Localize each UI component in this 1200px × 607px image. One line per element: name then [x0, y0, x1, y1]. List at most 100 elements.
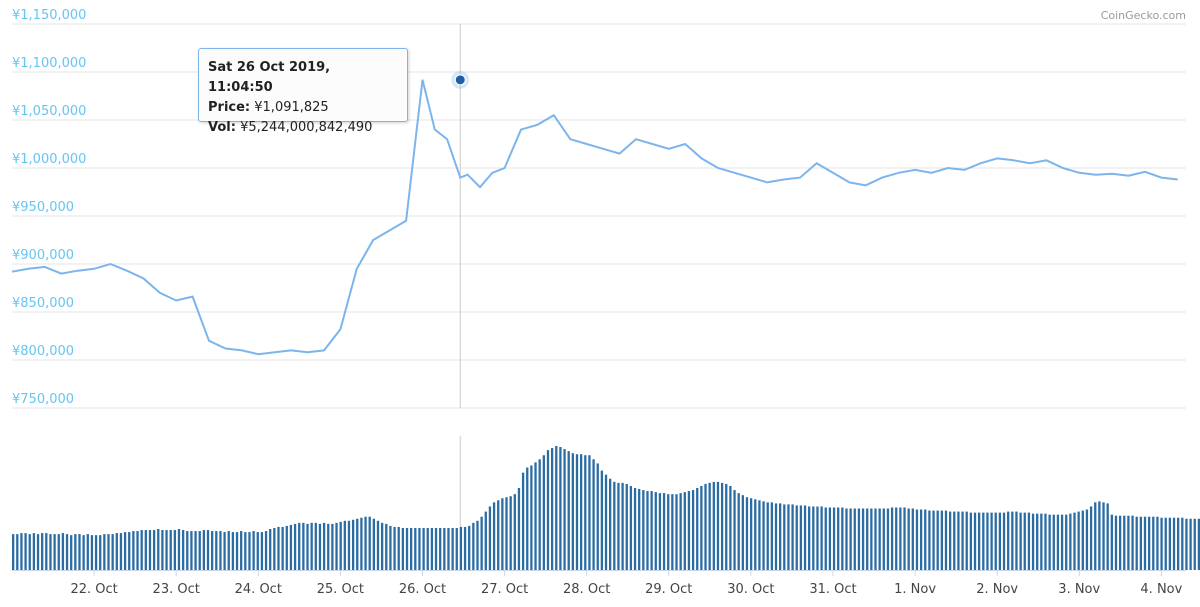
volume-bar[interactable] [410, 527, 413, 570]
volume-bar[interactable] [1048, 514, 1051, 570]
volume-bar[interactable] [1127, 515, 1130, 570]
volume-bar[interactable] [211, 531, 214, 570]
volume-bar[interactable] [310, 522, 313, 570]
volume-bar[interactable] [16, 534, 19, 570]
volume-bar[interactable] [1131, 515, 1134, 570]
volume-bar[interactable] [223, 532, 226, 570]
volume-bar[interactable] [347, 520, 351, 570]
volume-bar[interactable] [754, 499, 757, 570]
volume-bar[interactable] [1197, 518, 1200, 570]
volume-bar[interactable] [1110, 514, 1113, 570]
volume-bar[interactable] [57, 534, 60, 570]
volume-bar[interactable] [1094, 502, 1097, 570]
volume-bar[interactable] [219, 531, 222, 570]
volume-bar[interactable] [1102, 502, 1105, 570]
volume-bar[interactable] [107, 534, 110, 570]
volume-bar[interactable] [575, 454, 579, 570]
volume-bar[interactable] [459, 526, 463, 570]
volume-bar[interactable] [1052, 514, 1055, 570]
volume-bar[interactable] [654, 492, 657, 570]
volume-bar[interactable] [948, 511, 952, 570]
volume-bar[interactable] [1036, 513, 1039, 570]
volume-bar[interactable] [687, 491, 691, 570]
volume-bar[interactable] [1077, 511, 1080, 570]
volume-bar[interactable] [1065, 514, 1068, 570]
volume-bar[interactable] [480, 516, 483, 570]
volume-bar[interactable] [521, 472, 525, 570]
volume-bar[interactable] [546, 450, 550, 570]
volume-bar[interactable] [1156, 516, 1159, 570]
volume-bar[interactable] [832, 507, 836, 570]
volume-bar[interactable] [356, 518, 359, 570]
volume-bar[interactable] [828, 507, 832, 570]
volume-bar[interactable] [1193, 518, 1196, 570]
volume-bar[interactable] [434, 527, 438, 570]
volume-bar[interactable] [123, 532, 127, 570]
volume-bar[interactable] [778, 503, 782, 570]
volume-bar[interactable] [144, 530, 147, 570]
volume-bar[interactable] [882, 508, 885, 570]
volume-bar[interactable] [919, 509, 923, 570]
volume-bar[interactable] [505, 497, 508, 570]
volume-bar[interactable] [136, 531, 139, 570]
volume-bar[interactable] [1139, 516, 1142, 570]
volume-bar[interactable] [550, 448, 554, 570]
volume-bar[interactable] [227, 531, 230, 570]
volume-bar[interactable] [895, 507, 898, 570]
volume-bar[interactable] [1015, 511, 1018, 570]
volume-bar[interactable] [762, 501, 765, 570]
volume-bar[interactable] [447, 527, 450, 570]
volume-bar[interactable] [463, 526, 467, 570]
volume-bar[interactable] [111, 534, 114, 570]
volume-bar[interactable] [737, 493, 740, 570]
volume-bar[interactable] [1069, 513, 1072, 570]
volume-bar[interactable] [468, 525, 471, 570]
volume-bar[interactable] [803, 505, 807, 570]
volume-bar[interactable] [285, 525, 288, 570]
volume-bar[interactable] [766, 502, 769, 570]
volume-bar[interactable] [953, 511, 956, 570]
volume-bar[interactable] [530, 465, 533, 570]
volume-bar[interactable] [256, 532, 259, 570]
volume-bar[interactable] [1185, 518, 1188, 570]
volume-bar[interactable] [269, 529, 272, 570]
volume-bar[interactable] [451, 527, 454, 570]
volume-bar[interactable] [725, 483, 728, 570]
volume-bar[interactable] [1189, 518, 1192, 570]
volume-bar[interactable] [708, 482, 711, 570]
volume-bar[interactable] [1085, 509, 1089, 570]
volume-bar[interactable] [198, 531, 201, 570]
volume-bar[interactable] [592, 459, 595, 570]
volume-bar[interactable] [86, 534, 89, 570]
volume-bar[interactable] [604, 474, 608, 570]
volume-bar[interactable] [318, 523, 322, 570]
volume-bar[interactable] [866, 508, 869, 570]
volume-bar[interactable] [376, 520, 380, 570]
volume-bar[interactable] [298, 522, 301, 570]
volume-bar[interactable] [841, 507, 844, 570]
volume-bar[interactable] [853, 508, 856, 570]
volume-bar[interactable] [157, 529, 160, 570]
volume-bar[interactable] [936, 510, 939, 570]
volume-bar[interactable] [915, 509, 919, 570]
volume-bar[interactable] [343, 520, 346, 570]
volume-bar[interactable] [613, 481, 616, 570]
price-line[interactable] [11, 79, 1178, 356]
volume-bar[interactable] [78, 534, 81, 570]
volume-bar[interactable] [542, 455, 545, 570]
volume-bar[interactable] [870, 508, 873, 570]
volume-bar[interactable] [12, 534, 15, 570]
volume-bar[interactable] [364, 516, 367, 570]
volume-bar[interactable] [235, 532, 239, 570]
volume-bar[interactable] [405, 527, 409, 570]
volume-bar[interactable] [281, 526, 284, 570]
volume-bar[interactable] [1152, 516, 1155, 570]
volume-bar[interactable] [621, 482, 624, 570]
volume-bar[interactable] [380, 522, 384, 570]
volume-bar[interactable] [513, 494, 516, 570]
volume-bar[interactable] [1060, 514, 1064, 570]
volume-bar[interactable] [1031, 513, 1035, 570]
volume-bar[interactable] [1147, 516, 1151, 570]
volume-bar[interactable] [1135, 516, 1138, 570]
volume-bar[interactable] [534, 462, 537, 570]
